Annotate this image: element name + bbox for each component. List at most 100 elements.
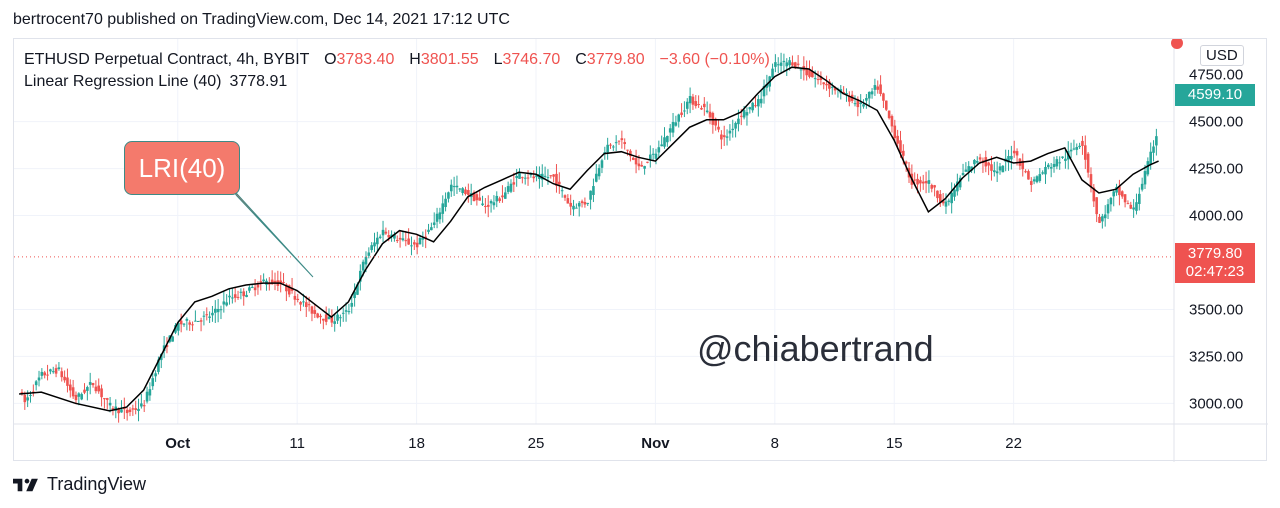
candle-body — [944, 201, 948, 207]
candle-body — [1155, 136, 1158, 146]
candle-body — [873, 85, 877, 90]
tradingview-brand[interactable]: TradingView — [13, 474, 146, 495]
callout-label[interactable]: LRI(40) — [124, 141, 240, 195]
candle-body — [708, 111, 712, 118]
chart-area[interactable]: 3000.00 3250.00 3500.00 4000.00 4250.00 4500.… — [13, 38, 1268, 462]
candle-body — [270, 279, 274, 285]
candle-body — [219, 309, 223, 311]
candle-body — [1106, 204, 1110, 214]
candle-body — [34, 381, 38, 386]
candle-body — [358, 270, 362, 282]
candle-body — [501, 195, 504, 198]
currency-button[interactable]: USD — [1200, 45, 1244, 66]
candle-body — [475, 194, 479, 201]
candle-body — [975, 161, 979, 163]
candle-body — [956, 181, 959, 192]
candle-body — [867, 91, 871, 99]
candle-body — [1035, 176, 1039, 183]
candle-body — [887, 110, 891, 119]
candle-body — [774, 62, 777, 67]
candle-body — [890, 116, 894, 127]
candle-body — [339, 317, 342, 319]
candle-body — [953, 189, 956, 197]
candle-body — [148, 389, 152, 396]
candle-body — [586, 202, 590, 204]
candle-body — [364, 256, 368, 265]
candle-body — [489, 201, 493, 204]
candle-body — [720, 134, 723, 140]
x-tick-label: Nov — [641, 435, 670, 452]
candle-body — [316, 313, 319, 318]
candle-body — [71, 387, 75, 397]
candle-body — [643, 166, 646, 169]
candle-body — [765, 84, 769, 88]
close-label: C — [575, 51, 587, 68]
candle-body — [279, 280, 282, 285]
candle-body — [262, 279, 265, 282]
candle-body — [543, 175, 547, 177]
candle-body — [322, 318, 325, 321]
candle-body — [737, 118, 740, 125]
x-tick-label: 15 — [886, 435, 903, 452]
candle-body — [515, 175, 518, 179]
candle-body — [472, 192, 476, 202]
candle-body — [123, 407, 126, 410]
candle-body — [142, 405, 146, 407]
open-label: O — [324, 51, 337, 68]
candle-body — [378, 236, 382, 238]
candle-body — [117, 408, 120, 414]
candle-body — [467, 190, 470, 195]
candle-body — [927, 180, 931, 184]
candle-body — [998, 166, 1002, 171]
candle-body — [185, 318, 189, 321]
candle-body — [967, 166, 971, 173]
candle-body — [637, 163, 641, 167]
candle-body — [560, 190, 564, 192]
candle-body — [1049, 167, 1053, 169]
candle-body — [83, 389, 86, 393]
candle-body — [987, 162, 990, 166]
high-label: H — [409, 51, 421, 68]
indicator-name[interactable]: Linear Regression Line (40) — [24, 73, 222, 90]
candle-body — [666, 135, 669, 143]
candle-body — [40, 371, 44, 376]
candle-body — [452, 186, 456, 188]
last-price-tag: 3779.80 02:47:23 — [1175, 243, 1255, 283]
candle-body — [1015, 151, 1019, 156]
candle-body — [691, 96, 695, 105]
symbol-name[interactable]: ETHUSD Perpetual Contract, 4h, BYBIT — [24, 51, 310, 68]
candle-body — [299, 302, 302, 305]
candle-body — [498, 198, 501, 201]
last-bar-marker — [1171, 39, 1183, 49]
candle-body — [552, 174, 555, 177]
candle-body — [722, 135, 726, 138]
candle-body — [387, 235, 391, 238]
candle-body — [677, 114, 681, 122]
candle-body — [225, 302, 228, 306]
candle-body — [199, 320, 203, 322]
candle-body — [421, 237, 425, 240]
candle-body — [572, 205, 575, 210]
candle-body — [120, 409, 123, 413]
candle-body — [879, 84, 882, 94]
candle-body — [532, 176, 536, 179]
candle-body — [961, 172, 965, 176]
candle-body — [936, 190, 939, 199]
candle-body — [449, 184, 453, 192]
candle-body — [97, 385, 101, 392]
candle-body — [455, 185, 459, 188]
candle-body — [1120, 191, 1124, 197]
candle-body — [304, 302, 308, 308]
price-chart[interactable]: 3000.00 3250.00 3500.00 4000.00 4250.00 4500.… — [14, 39, 1268, 462]
candle-body — [594, 173, 598, 182]
candle-body — [1010, 155, 1013, 160]
candle-body — [319, 315, 322, 318]
candle-body — [381, 229, 385, 236]
candle-body — [540, 173, 544, 180]
candle-body — [313, 310, 317, 314]
candle-body — [100, 388, 103, 398]
candle-body — [717, 126, 720, 130]
candle-body — [657, 147, 661, 153]
candle-body — [481, 203, 484, 206]
candle-body — [694, 101, 698, 107]
